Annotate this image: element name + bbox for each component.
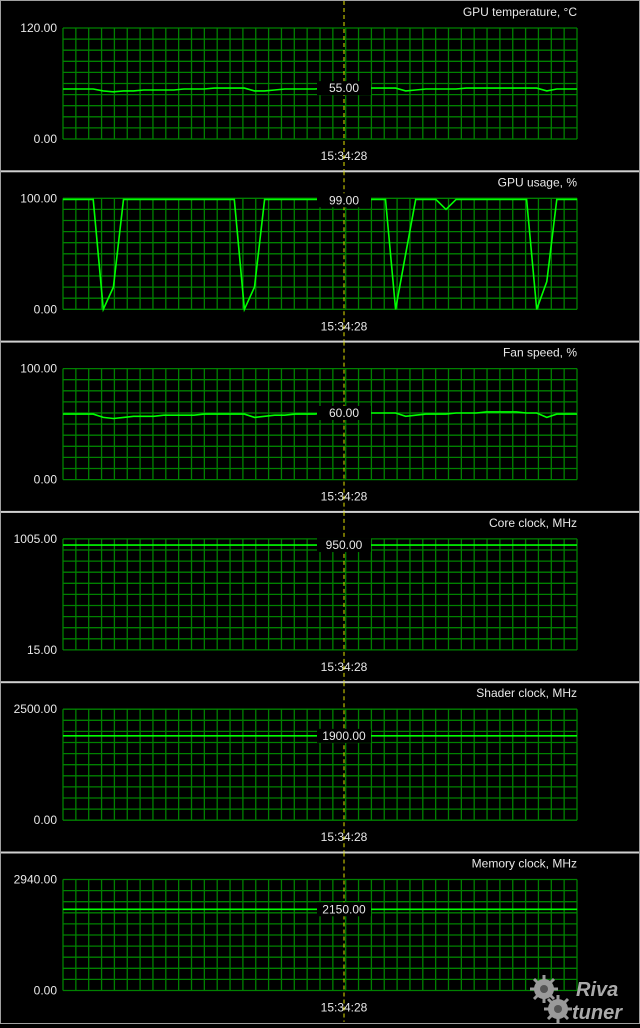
graph-panel: GPU temperature, °C 120.00 0.00 55.00 15:34:…: [20, 1, 578, 171]
y-axis-min-label: 15.00: [27, 643, 57, 657]
y-axis-min-label: 0.00: [34, 984, 58, 998]
time-label: 15:34:28: [321, 319, 368, 333]
current-value-label: 99.00: [329, 193, 359, 207]
y-axis-min-label: 0.00: [34, 473, 58, 487]
current-value-label: 2150.00: [322, 902, 366, 916]
current-value-label: 60.00: [329, 406, 359, 420]
y-axis-max-label: 120.00: [20, 21, 57, 35]
panel-separator: [1, 510, 639, 513]
current-value-background: [317, 902, 371, 917]
y-axis-min-label: 0.00: [34, 813, 58, 827]
current-value-label: 1900.00: [322, 729, 366, 743]
y-axis-max-label: 2940.00: [14, 873, 58, 887]
svg-text:Riva: Riva: [576, 979, 618, 1001]
panel-separator: [1, 851, 639, 854]
graph-title: Shader clock, MHz: [476, 686, 577, 700]
time-label: 15:34:28: [321, 490, 368, 504]
graph-panel: Memory clock, MHz 2940.00 0.00 2150.00 15:34…: [1, 851, 639, 1022]
time-label: 15:34:28: [321, 1001, 368, 1015]
current-value-label: 55.00: [329, 81, 359, 95]
graph-title: Memory clock, MHz: [472, 857, 577, 871]
y-axis-min-label: 0.00: [34, 132, 58, 146]
current-value-background: [317, 406, 371, 420]
panel-separator: [1, 340, 639, 343]
panel-separator: [1, 170, 639, 173]
graph-title: GPU temperature, °C: [463, 5, 578, 19]
y-axis-max-label: 2500.00: [14, 702, 58, 716]
svg-text:tuner: tuner: [572, 1002, 623, 1024]
time-label: 15:34:28: [321, 149, 368, 163]
current-value-label: 950.00: [326, 538, 363, 552]
current-value-background: [317, 538, 371, 553]
current-value-background: [317, 81, 371, 96]
time-label: 15:34:28: [321, 830, 368, 844]
y-axis-max-label: 100.00: [20, 191, 57, 205]
current-value-background: [317, 728, 371, 743]
graph-title: Fan speed, %: [503, 346, 577, 360]
graph-title: GPU usage, %: [498, 175, 578, 189]
current-value-background: [317, 193, 371, 208]
y-axis-max-label: 1005.00: [14, 532, 58, 546]
panel-separator: [1, 681, 639, 684]
graph-panel: Core clock, MHz 1005.00 15.00 950.00 15:34:2…: [1, 510, 639, 682]
time-label: 15:34:28: [321, 660, 368, 674]
rivatuner-logo: Riva tuner: [530, 975, 623, 1024]
y-axis-max-label: 100.00: [20, 362, 57, 376]
graph-panel: Fan speed, % 100.00 0.00 60.00 15:34:28: [1, 340, 639, 511]
y-axis-min-label: 0.00: [34, 302, 58, 316]
graph-title: Core clock, MHz: [489, 516, 577, 530]
graph-panel: GPU usage, % 100.00 0.00 99.00 15:34:28: [1, 170, 639, 341]
graph-panel: Shader clock, MHz 2500.00 0.00 1900.00 15:34…: [1, 681, 639, 852]
